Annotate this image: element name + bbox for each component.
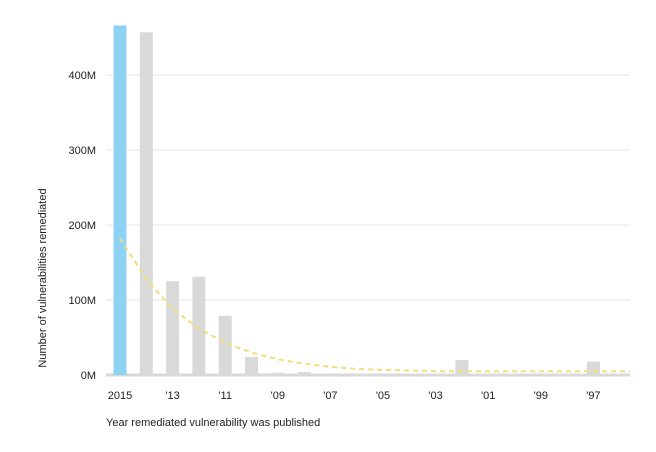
- bar-2004: [402, 374, 416, 375]
- gridlines: [106, 74, 630, 377]
- y-tick-label: 400M: [68, 70, 96, 82]
- bar-2010: [245, 357, 258, 375]
- x-tick-label: '07: [323, 390, 337, 402]
- x-tick-label: '01: [481, 390, 495, 402]
- bar-2015: [113, 25, 127, 375]
- x-tick-label: '97: [586, 390, 600, 402]
- y-tick-label: 0M: [81, 370, 96, 382]
- y-axis-title: Number of vulnerabilities remediated: [37, 188, 49, 367]
- bar-2012: [192, 276, 206, 375]
- y-tick-label: 200M: [68, 220, 96, 232]
- bar-2014: [139, 32, 153, 375]
- bar-2001: [481, 374, 495, 375]
- y-tick-label: 300M: [68, 145, 96, 157]
- bar-2011: [218, 315, 232, 375]
- bar-2009: [271, 372, 285, 375]
- x-tick-label: '03: [428, 390, 442, 402]
- bar-1996: [613, 374, 627, 375]
- x-axis-title: Year remediated vulnerability was publis…: [106, 417, 320, 429]
- bar-1997: [586, 361, 600, 375]
- y-tick-label: 100M: [68, 295, 96, 307]
- bar-2007: [323, 374, 337, 375]
- bar-2006: [350, 374, 364, 375]
- y-tick-labels: 0M 100M 200M 300M 400M: [68, 70, 96, 382]
- bar-2002: [455, 360, 469, 375]
- x-tick-label: 2015: [108, 390, 132, 402]
- x-tick-label: '09: [271, 390, 285, 402]
- bar-1998: [560, 374, 574, 375]
- bar-2013: [166, 281, 180, 375]
- x-tick-label: '13: [165, 390, 179, 402]
- bars: [113, 25, 627, 375]
- bar-1999: [534, 374, 548, 375]
- x-tick-label: '99: [534, 390, 548, 402]
- x-tick-label: '05: [376, 390, 390, 402]
- trendline: [119, 237, 630, 373]
- bar-2000: [508, 374, 521, 375]
- bar-2005: [376, 374, 390, 375]
- x-tick-labels: 2015 '13 '11 '09 '07 '05 '03 '01 '99 '97: [108, 390, 601, 402]
- bar-2003: [429, 374, 443, 375]
- x-tick-label: '11: [218, 390, 232, 402]
- bar-2008: [297, 372, 311, 375]
